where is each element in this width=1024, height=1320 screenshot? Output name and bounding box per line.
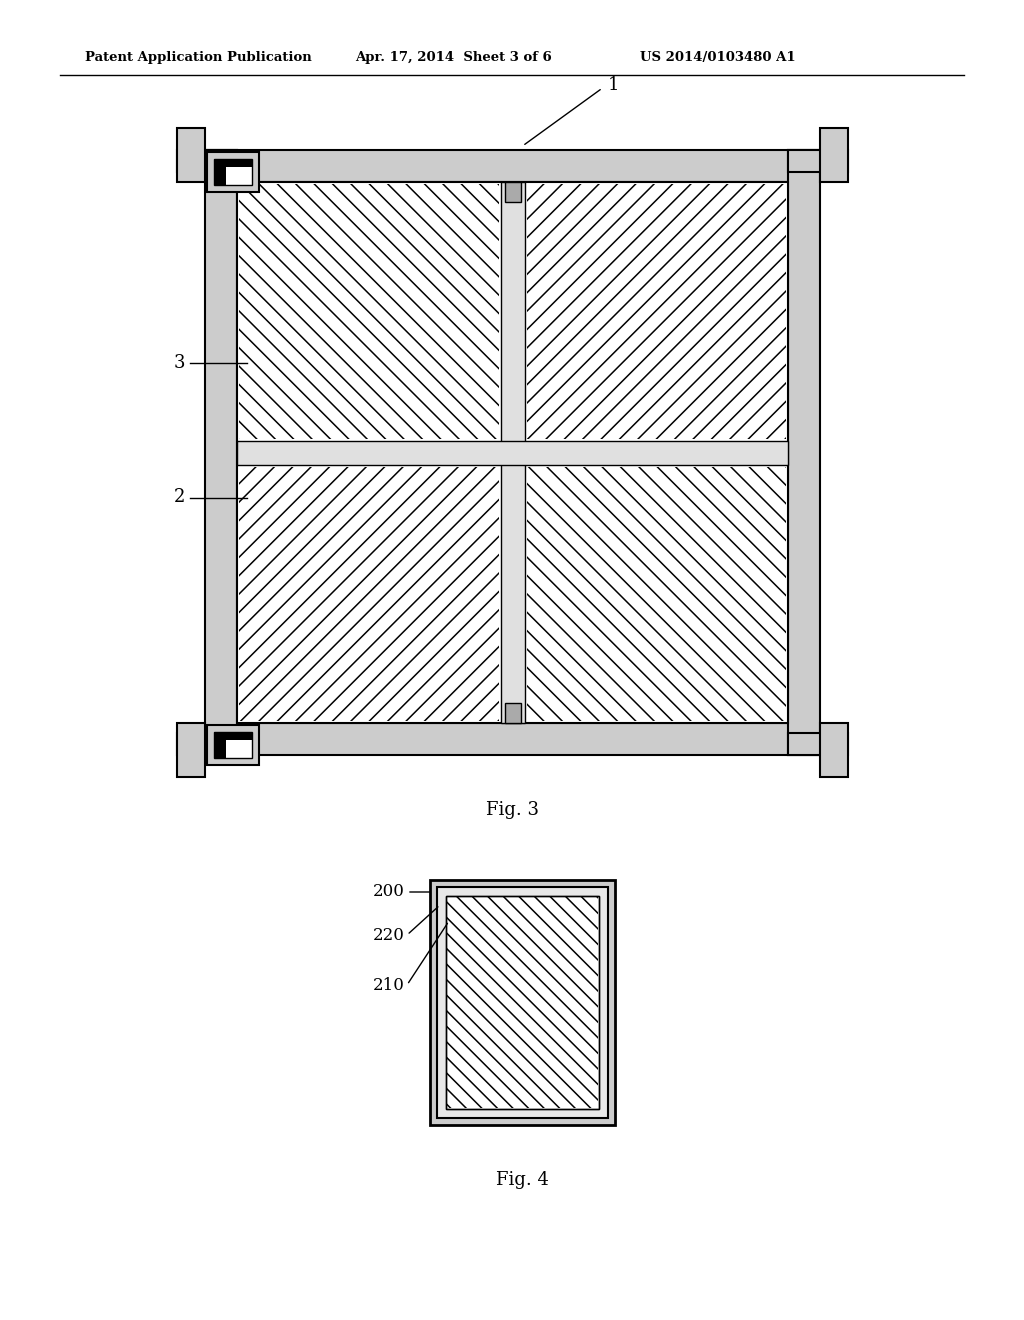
Bar: [501, 182, 524, 723]
Bar: [788, 150, 848, 172]
Bar: [505, 182, 520, 202]
Bar: [239, 183, 499, 438]
Bar: [447, 898, 598, 1107]
Bar: [446, 896, 599, 1109]
Text: Fig. 3: Fig. 3: [486, 801, 539, 818]
Bar: [788, 150, 820, 755]
Bar: [237, 182, 788, 723]
Bar: [177, 723, 205, 777]
Bar: [205, 723, 820, 755]
Bar: [526, 183, 786, 438]
Bar: [437, 887, 608, 1118]
Bar: [430, 880, 615, 1125]
Bar: [820, 723, 848, 777]
Text: 1: 1: [607, 77, 618, 94]
Bar: [177, 150, 237, 172]
Text: US 2014/0103480 A1: US 2014/0103480 A1: [640, 51, 796, 65]
Bar: [446, 896, 599, 1109]
Text: 200: 200: [373, 883, 406, 900]
Text: Patent Application Publication: Patent Application Publication: [85, 51, 311, 65]
Bar: [205, 150, 820, 182]
Text: Apr. 17, 2014  Sheet 3 of 6: Apr. 17, 2014 Sheet 3 of 6: [355, 51, 552, 65]
Text: 3: 3: [173, 354, 185, 371]
Bar: [214, 158, 252, 185]
Bar: [239, 466, 499, 721]
Bar: [214, 158, 252, 168]
Bar: [207, 725, 259, 766]
Bar: [820, 128, 848, 182]
Text: 210: 210: [373, 977, 406, 994]
Bar: [237, 441, 788, 465]
Text: 220: 220: [373, 927, 406, 944]
Text: Fig. 4: Fig. 4: [496, 1171, 549, 1189]
Bar: [526, 466, 786, 721]
Bar: [177, 128, 205, 182]
Bar: [207, 152, 259, 191]
Bar: [205, 150, 237, 755]
Bar: [505, 704, 520, 723]
Bar: [214, 733, 252, 758]
Bar: [214, 733, 252, 741]
Bar: [214, 158, 226, 185]
Bar: [214, 733, 226, 758]
Bar: [788, 733, 848, 755]
Text: 2: 2: [174, 488, 185, 507]
Bar: [177, 733, 237, 755]
